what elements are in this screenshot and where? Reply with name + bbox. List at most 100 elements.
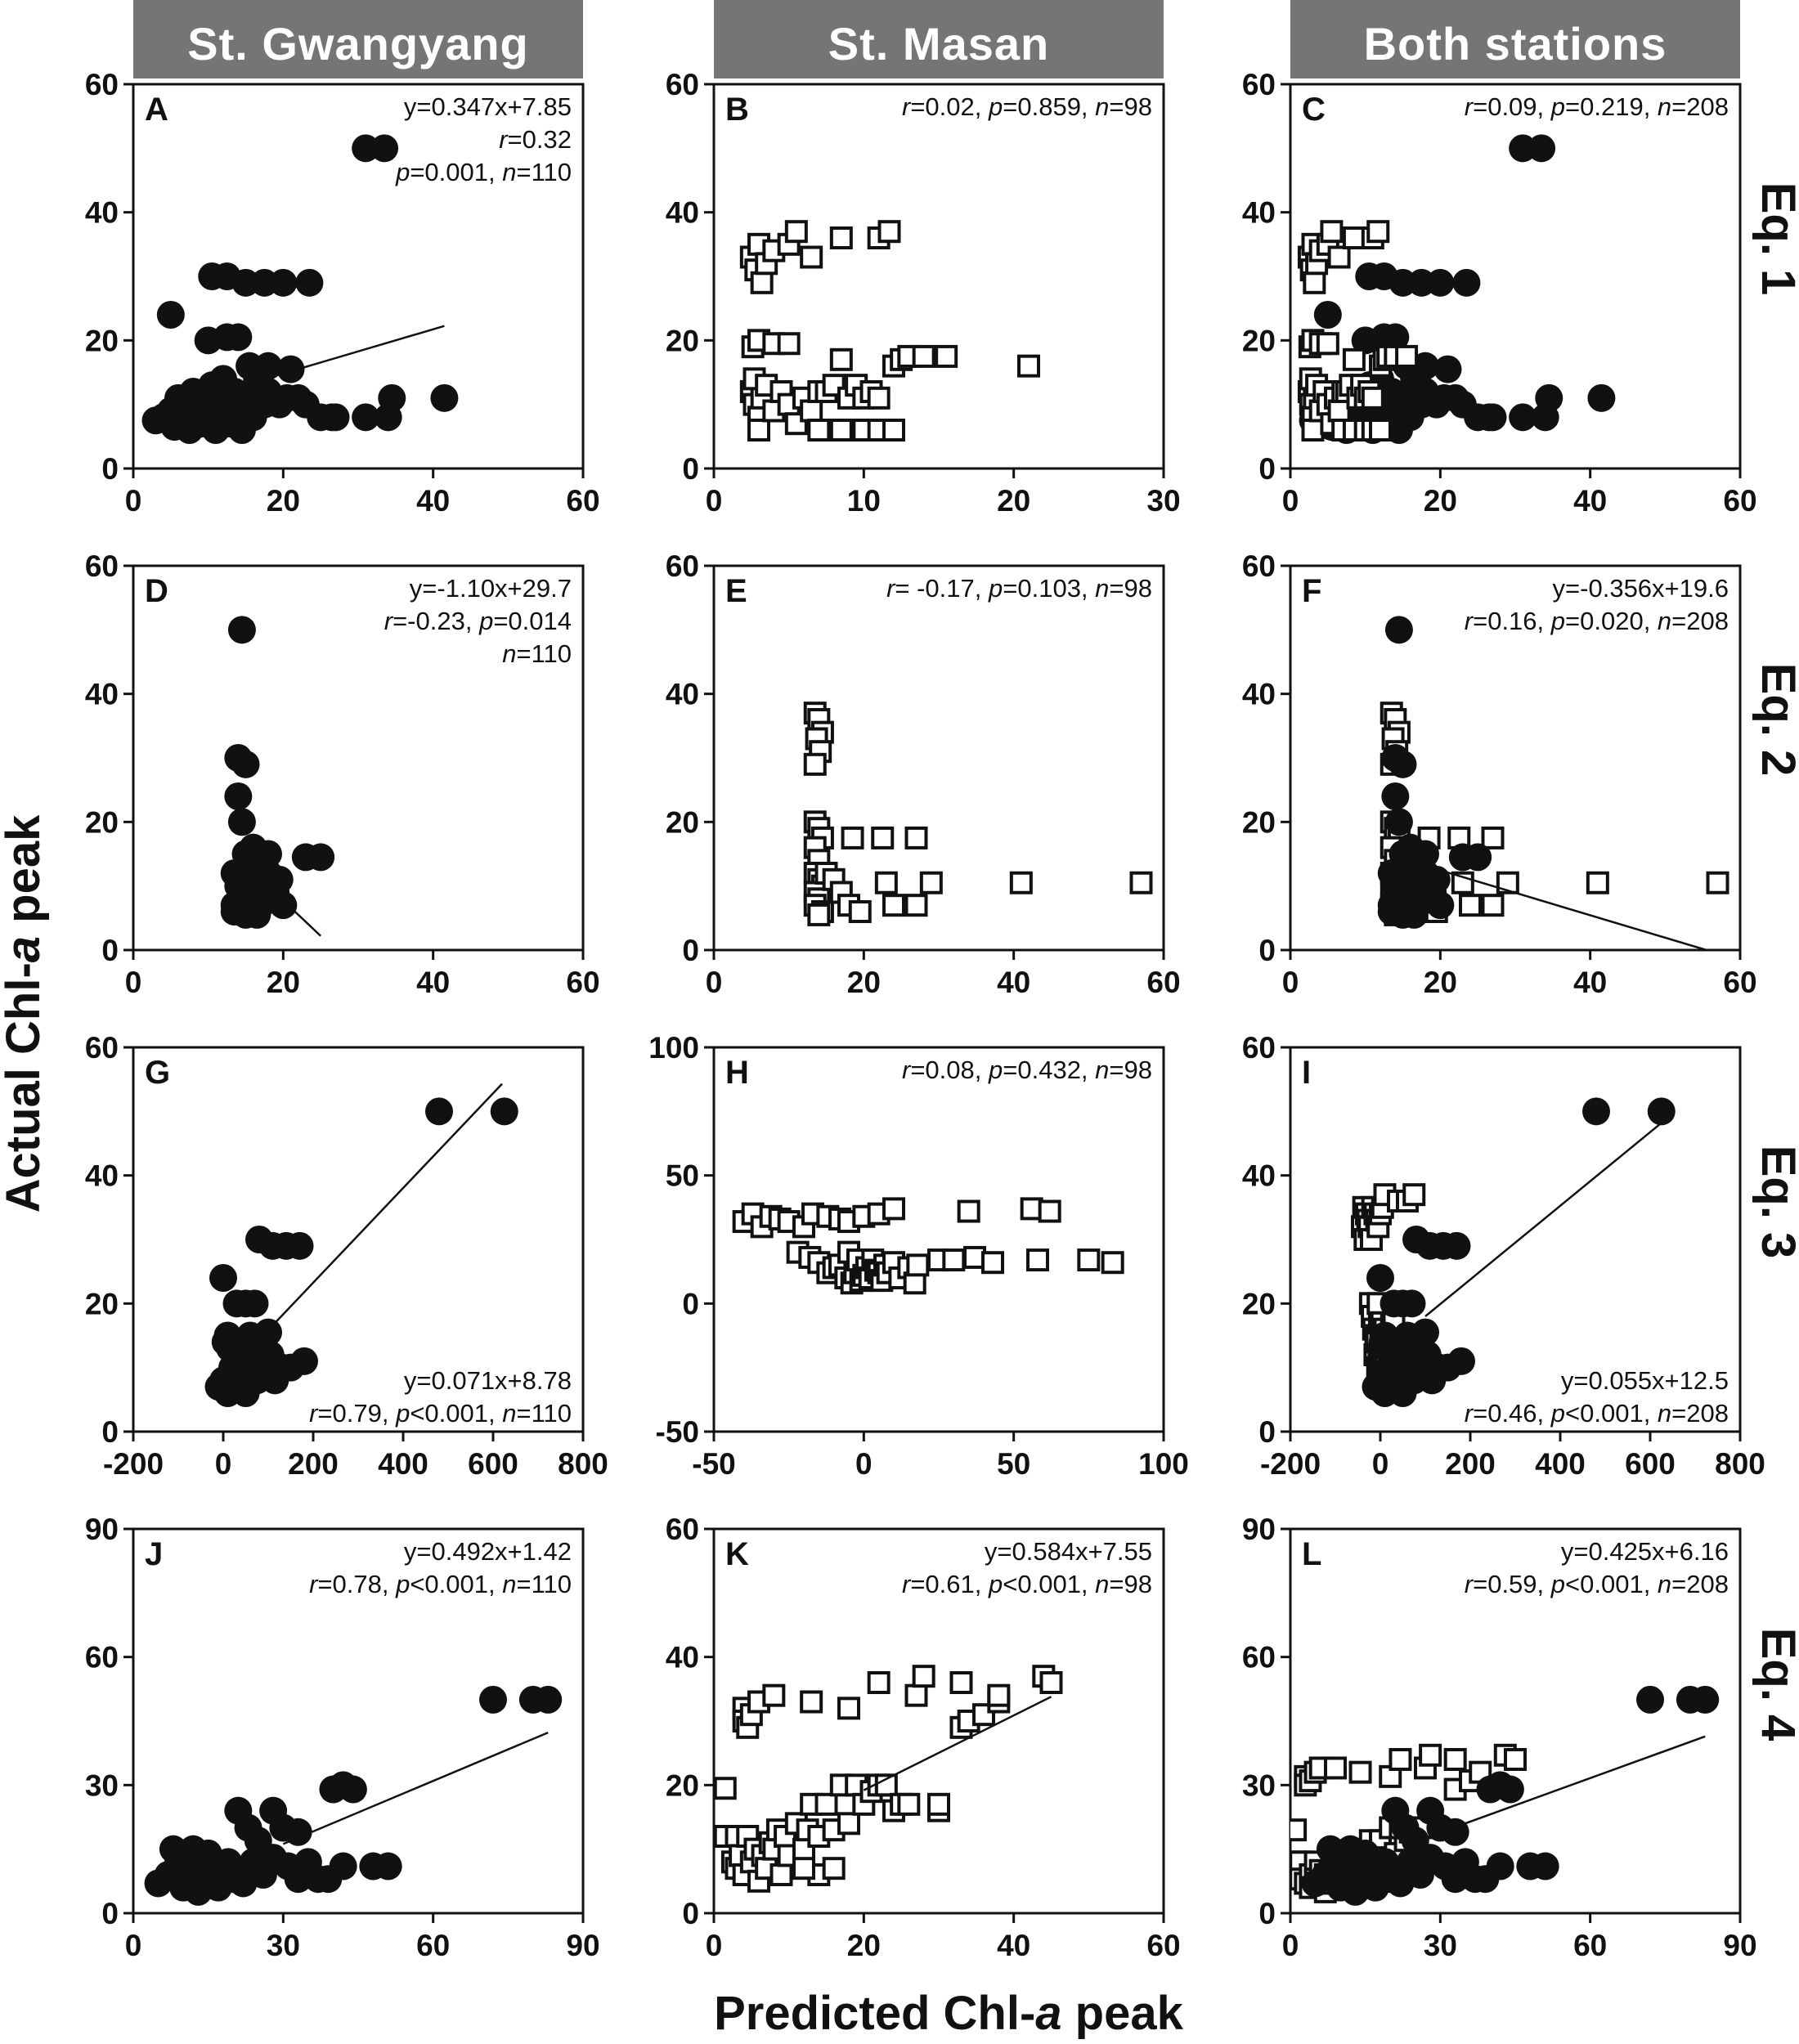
panel-b-point-0-41 xyxy=(912,344,935,368)
panel-j-stat-1-6: =110 xyxy=(516,1570,572,1598)
panel-h-point-0-39 xyxy=(906,1253,930,1277)
panel-c-point-1-15 xyxy=(1316,332,1339,356)
panel-a-ytick-label-2: 40 xyxy=(85,196,119,230)
panel-e-points xyxy=(803,702,1153,926)
panel-f-stat-line-0: y=-0.356x+19.6 xyxy=(1553,574,1729,603)
panel-d-stat-1-2: =-0.23, xyxy=(393,607,479,635)
panel-a-stat-1-2: =0.32 xyxy=(508,125,572,154)
panel-f-point-1-20 xyxy=(1422,865,1451,894)
panel-l-point-0-10 xyxy=(1419,1743,1442,1767)
panel-l-xtick-label-1: 30 xyxy=(1424,1929,1457,1962)
panel-k-point-0-6 xyxy=(800,1690,823,1714)
panel-d-stat-line-1: r=-0.23, p=0.014 xyxy=(384,607,572,635)
panel-j-frame xyxy=(132,1527,585,1915)
panel-h-point-0-46 xyxy=(1026,1248,1049,1272)
panel-j-stat-line-0: y=0.492x+1.42 xyxy=(404,1537,572,1566)
panel-h-point-0-44 xyxy=(981,1251,1004,1275)
panel-d-stat-line-0: y=-1.10x+29.7 xyxy=(410,574,572,603)
panel-f-xtick-label-3: 60 xyxy=(1723,966,1756,999)
panel-h-stat-0-2: =0.08, xyxy=(910,1056,989,1084)
panel-l-stat-1-6: =208 xyxy=(1671,1570,1729,1598)
panel-c-point-1-3 xyxy=(1303,271,1326,294)
panel-c-point-0-8 xyxy=(1452,268,1481,297)
x-axis-title-tail: peak xyxy=(1062,1987,1184,2040)
panel-c-point-1-28 xyxy=(1327,399,1351,423)
panel-i-xtick-label-5: 800 xyxy=(1715,1447,1765,1481)
panel-d-point-0-4 xyxy=(227,808,256,836)
panel-k-point-0-8 xyxy=(867,1671,891,1694)
panel-e-letter: E xyxy=(725,573,747,609)
panel-b-point-0-45 xyxy=(829,419,853,442)
panel-j-xtick-label-1: 30 xyxy=(267,1929,300,1962)
panel-i-point-1-32 xyxy=(1371,1321,1399,1350)
panel-b-stat-0-1: r xyxy=(902,92,912,121)
panel-l-xtick-label-0: 0 xyxy=(1282,1929,1299,1962)
panel-a-letter: A xyxy=(145,92,168,128)
panel-c-stat-0-3: p xyxy=(1550,92,1565,121)
panel-l-stat-1-4: <0.001, xyxy=(1565,1570,1658,1598)
panel-a-point-0-48 xyxy=(321,403,350,432)
panel-c-point-1-37 xyxy=(1361,386,1384,410)
panel-k-point-0-7 xyxy=(837,1697,860,1720)
panel-e-xtick-label-0: 0 xyxy=(706,966,723,999)
panel-k-point-0-56 xyxy=(927,1792,950,1816)
panel-j-ytick-label-2: 60 xyxy=(85,1641,119,1674)
panel-l: 0 30 60 90 0 30 60 90 L y=0.425x+6.16 r=0.59, p<0.… xyxy=(1242,1513,1757,1962)
panel-c-points xyxy=(1297,134,1616,444)
panel-a-stat-2-1: p xyxy=(395,158,410,186)
panel-g-stat-1-6: =110 xyxy=(516,1399,572,1428)
y-axis-title-main: Actual Chl- xyxy=(0,962,50,1213)
panel-d: 0 20 40 60 0 20 40 60 D y=-1.10x+29.7 r=-0.23, p=0… xyxy=(85,549,600,999)
panel-b-point-0-20 xyxy=(747,419,770,442)
panel-a-ytick-label-1: 20 xyxy=(85,324,119,357)
panel-l-xtick-label-3: 90 xyxy=(1723,1929,1756,1962)
panel-a-stat-2-3: n xyxy=(502,158,516,186)
panel-b-letter: B xyxy=(725,92,749,128)
panel-d-point-0-2 xyxy=(231,750,260,778)
panel-d-letter: D xyxy=(145,573,168,609)
panel-d-stat-1-1: r xyxy=(384,607,394,635)
panel-c-xtick-label-2: 40 xyxy=(1573,484,1607,518)
panel-d-ytick-label-1: 20 xyxy=(85,805,119,839)
panel-b-point-0-9 xyxy=(829,226,853,249)
panel-l-stat-0-0: y=0.425x+6.16 xyxy=(1561,1537,1729,1566)
panel-h-point-0-48 xyxy=(1077,1248,1101,1272)
panel-e-stat-0-2: = -0.17, xyxy=(895,574,989,603)
panel-e-point-0-5 xyxy=(803,752,827,776)
y-axis-title: Actual Chl-a peak xyxy=(0,814,50,1213)
panel-f-point-1-26 xyxy=(1464,843,1492,872)
panel-h-xtick-label-3: 100 xyxy=(1138,1447,1189,1481)
panel-l-ytick-label-0: 0 xyxy=(1258,1897,1276,1930)
panel-c: 0 20 40 60 0 20 40 60 C r=0.09, p=0.219, n=208 xyxy=(1242,68,1757,518)
panel-f-ytick-label-1: 20 xyxy=(1242,805,1276,839)
panel-b-stat-0-4: =0.859, xyxy=(1003,92,1095,121)
panel-k-point-0-9 xyxy=(904,1683,928,1707)
panel-a-point-0-8 xyxy=(295,268,324,297)
panel-h-ytick-label-0: -50 xyxy=(656,1415,699,1449)
panel-d-point-0-24 xyxy=(254,840,282,868)
panel-j-point-0-38 xyxy=(374,1852,402,1880)
panel-h-xtick-label-2: 50 xyxy=(997,1447,1030,1481)
panel-j-stat-1-3: p xyxy=(395,1570,410,1598)
panel-b-point-0-42 xyxy=(935,344,958,368)
panel-f: 0 20 40 60 0 20 40 60 F y=-0.356x+19.6 r=0.16, p=0… xyxy=(1242,549,1757,999)
panel-b-ytick-label-1: 20 xyxy=(666,324,699,357)
panel-k-point-0-18 xyxy=(1039,1671,1063,1694)
panel-f-ytick-label-0: 0 xyxy=(1258,934,1276,967)
panel-h-stat-0-4: =0.432, xyxy=(1003,1056,1095,1084)
panel-f-point-0-28 xyxy=(1481,826,1505,849)
panel-g-xtick-label-5: 800 xyxy=(558,1447,608,1481)
panel-i-frame xyxy=(1289,1046,1742,1433)
y-axis-title-tail: peak xyxy=(0,814,50,936)
panel-j-point-0-36 xyxy=(329,1852,357,1880)
panel-a-stat-line-0: y=0.347x+7.85 xyxy=(404,92,572,121)
panel-e-ytick-label-0: 0 xyxy=(682,934,699,967)
x-axis-title: Predicted Chl-a peak xyxy=(714,1987,1183,2040)
panel-g-ytick-label-2: 40 xyxy=(85,1159,119,1193)
panel-b-xtick-label-0: 0 xyxy=(706,484,723,518)
panel-k-stat-0-0: y=0.584x+7.55 xyxy=(985,1537,1152,1566)
panel-d-points xyxy=(220,616,335,929)
panel-d-point-0-3 xyxy=(224,782,253,810)
row-label-eq2: Eq. 2 xyxy=(1752,663,1799,777)
panel-k: 0 20 40 60 0 20 40 60 K y=0.584x+7.55 r=0.61, p<0.… xyxy=(666,1513,1181,1962)
